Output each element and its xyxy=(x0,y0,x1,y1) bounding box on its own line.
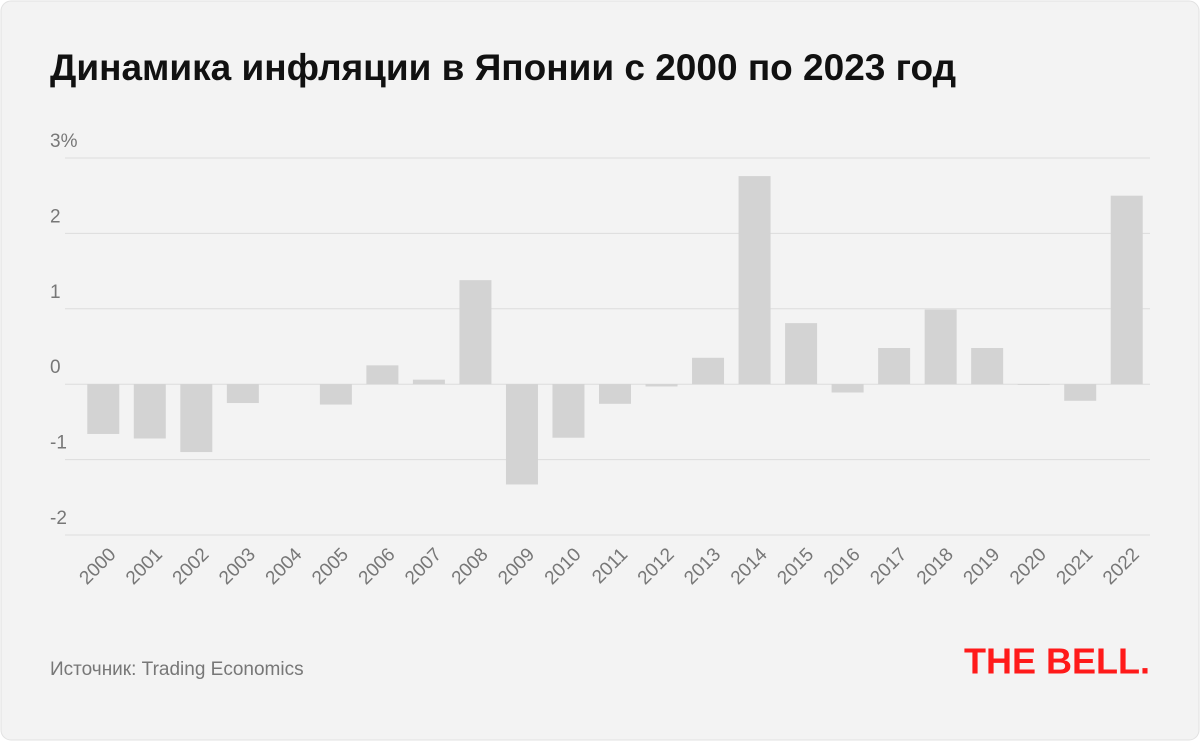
bar xyxy=(226,384,259,404)
bar xyxy=(459,280,492,385)
source: Источник: Trading Economics xyxy=(50,659,304,680)
bar xyxy=(878,348,911,385)
y-tick-label: -2 xyxy=(50,508,67,529)
bar xyxy=(319,384,352,405)
bar xyxy=(924,309,957,385)
y-tick-label: 3% xyxy=(50,131,78,152)
bar xyxy=(87,384,120,434)
bar xyxy=(831,384,864,393)
chart-title: Динамика инфляции в Японии с 2000 по 202… xyxy=(50,47,956,88)
bar xyxy=(692,357,725,385)
bar xyxy=(599,384,631,404)
bar xyxy=(971,348,1004,385)
bar xyxy=(1064,384,1097,401)
bar xyxy=(180,384,213,453)
bar xyxy=(1017,384,1050,385)
bar xyxy=(738,176,771,385)
bar xyxy=(645,384,678,387)
y-tick-label: 0 xyxy=(50,357,61,378)
y-tick-label: 2 xyxy=(50,206,61,227)
y-tick-label: 1 xyxy=(50,282,61,303)
bar xyxy=(552,384,585,438)
bar xyxy=(785,323,818,385)
y-tick-label: -1 xyxy=(50,433,67,454)
bar xyxy=(412,379,445,385)
bar xyxy=(505,384,538,485)
bar xyxy=(1110,195,1143,385)
bar xyxy=(133,384,166,439)
logo: THE BELL. xyxy=(964,641,1150,682)
bar xyxy=(366,365,399,385)
